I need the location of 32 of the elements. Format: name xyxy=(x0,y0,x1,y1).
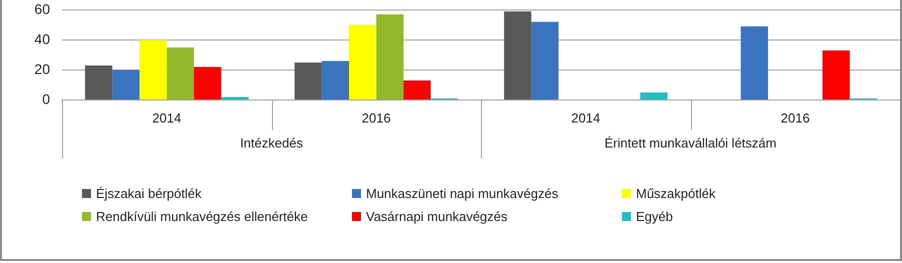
legend-label: Műszakpótlék xyxy=(635,186,716,201)
legend-label: Munkaszüneti napi munkavégzés xyxy=(365,186,560,201)
bar xyxy=(294,62,322,100)
bar xyxy=(221,96,248,100)
bar xyxy=(85,65,112,100)
legend-label: Éjszakai bérpótlék xyxy=(95,186,202,201)
legend-label: Egyéb xyxy=(635,209,674,224)
legend-label: Vasárnapi munkavégzés xyxy=(365,209,508,224)
bar xyxy=(166,47,194,100)
bar xyxy=(822,50,850,100)
x-tick-label: 2014 xyxy=(152,110,182,126)
y-tick-label: 0 xyxy=(42,90,50,107)
bar xyxy=(740,26,768,100)
text: Intézkedés xyxy=(240,136,304,151)
bar xyxy=(504,11,532,100)
bar xyxy=(531,22,559,100)
text: Érintett munkavállalói létszám xyxy=(604,136,776,151)
bar xyxy=(376,14,404,100)
bar xyxy=(140,40,167,100)
y-tick-label: 40 xyxy=(34,30,50,47)
bar xyxy=(194,66,222,100)
y-tick-label: 60 xyxy=(34,0,50,17)
bar xyxy=(640,92,668,100)
x-tick-label: 2014 xyxy=(571,110,600,126)
y-tick-label: 20 xyxy=(34,60,50,77)
legend-label: Rendkívüli munkavégzés ellenértéke xyxy=(95,209,309,224)
x-tick-label: 2016 xyxy=(362,110,391,126)
bar xyxy=(322,60,350,100)
x-tick-label: 2016 xyxy=(780,110,810,126)
bar xyxy=(112,70,140,100)
bar xyxy=(403,80,431,100)
bar xyxy=(349,24,376,100)
